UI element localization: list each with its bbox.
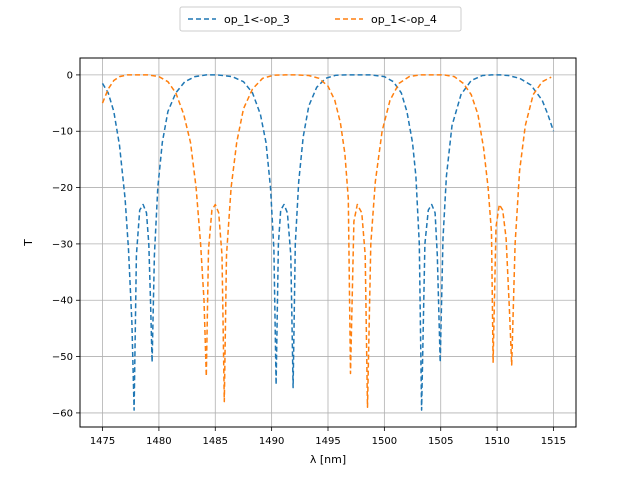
- x-tick-label: 1485: [203, 436, 228, 447]
- x-axis: 1475 1480 1485 1490 1495 1500 1505 1510 1515: [90, 427, 566, 447]
- series-line-1: [101, 74, 552, 409]
- x-tick-label: 1515: [541, 436, 566, 447]
- y-axis-label: T: [22, 239, 35, 247]
- y-tick-label: −30: [52, 239, 73, 250]
- y-tick-label: −10: [52, 127, 73, 138]
- x-tick-label: 1490: [259, 436, 284, 447]
- legend: op_1<-op_3 op_1<-op_4: [179, 6, 462, 32]
- x-axis-label: λ [nm]: [310, 453, 346, 466]
- y-tick-label: 0: [67, 70, 73, 81]
- y-tick-label: −50: [52, 352, 73, 363]
- y-tick-label: −40: [52, 296, 73, 307]
- plot-lines: [101, 74, 555, 411]
- x-tick-label: 1500: [372, 436, 397, 447]
- x-tick-label: 1475: [90, 436, 115, 447]
- series-line-0: [101, 74, 555, 411]
- x-tick-label: 1480: [146, 436, 171, 447]
- legend-box: [179, 6, 462, 32]
- y-tick-label: −20: [52, 183, 73, 194]
- x-tick-label: 1495: [315, 436, 340, 447]
- x-tick-label: 1505: [428, 436, 453, 447]
- y-axis: 0 −10 −20 −30 −40 −50 −60: [52, 70, 80, 419]
- legend-label-op_1-op_3: op_1<-op_3: [224, 13, 290, 26]
- y-tick-label: −60: [52, 408, 73, 419]
- legend-label-op_1-op_4: op_1<-op_4: [371, 13, 437, 26]
- x-tick-label: 1510: [484, 436, 509, 447]
